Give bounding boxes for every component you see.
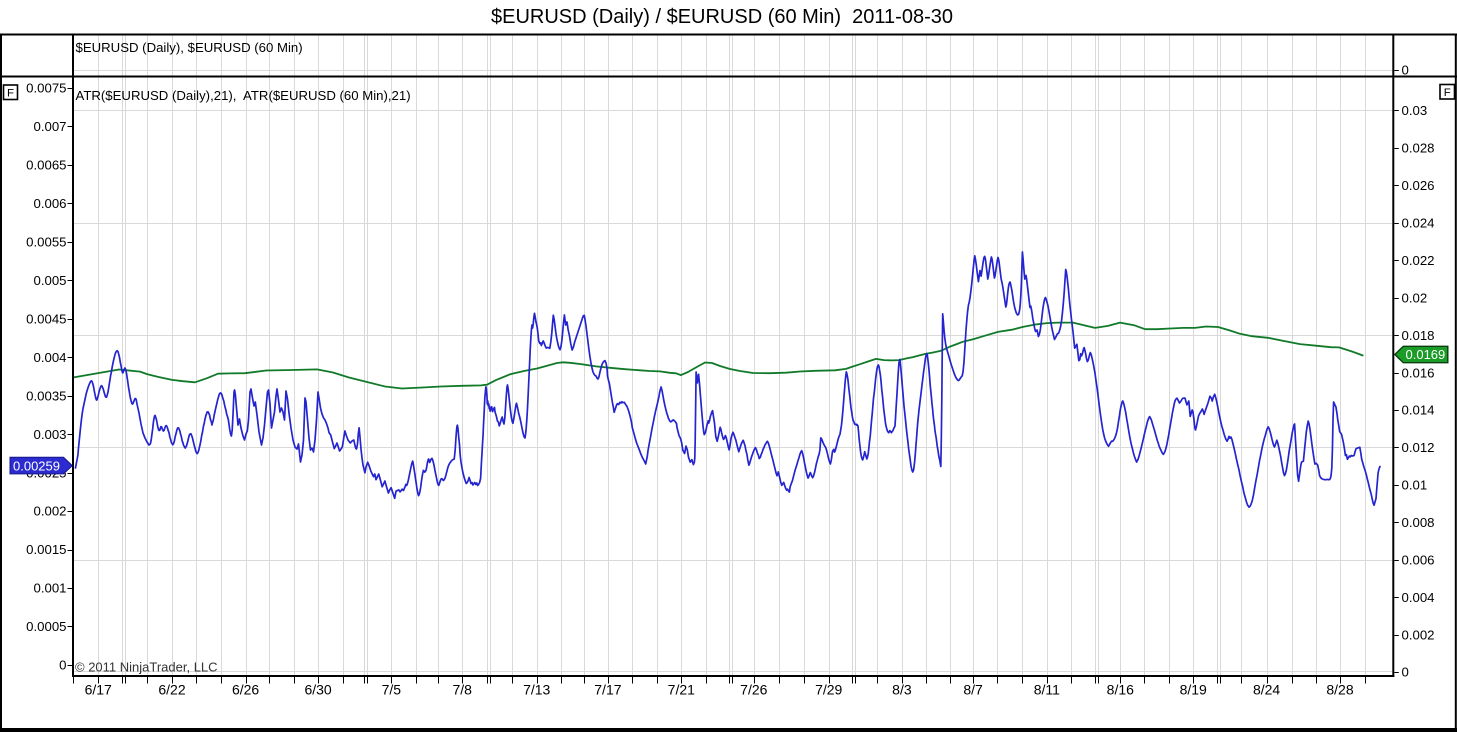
svg-text:0.004: 0.004: [33, 350, 66, 365]
svg-text:0.004: 0.004: [1402, 590, 1435, 605]
svg-text:0.01: 0.01: [1402, 478, 1428, 493]
svg-text:8/24: 8/24: [1253, 682, 1280, 698]
svg-text:0.0005: 0.0005: [26, 619, 66, 634]
svg-text:7/26: 7/26: [740, 682, 767, 698]
svg-text:7/17: 7/17: [594, 682, 621, 698]
svg-text:0.005: 0.005: [33, 273, 66, 288]
svg-text:0: 0: [1402, 665, 1409, 680]
svg-text:0.018: 0.018: [1402, 328, 1435, 343]
svg-text:8/3: 8/3: [892, 682, 912, 698]
svg-text:F: F: [7, 88, 14, 100]
svg-text:0: 0: [59, 658, 66, 673]
svg-text:0.0055: 0.0055: [26, 235, 66, 250]
svg-text:0.026: 0.026: [1402, 178, 1435, 193]
svg-text:$EURUSD (Daily) / $EURUSD (60: $EURUSD (Daily) / $EURUSD (60 Min) 2011-…: [491, 6, 953, 28]
svg-text:7/5: 7/5: [382, 682, 402, 698]
svg-text:7/8: 7/8: [452, 682, 472, 698]
svg-text:8/16: 8/16: [1107, 682, 1134, 698]
svg-text:0.003: 0.003: [33, 427, 66, 442]
svg-text:0.0035: 0.0035: [26, 388, 66, 403]
svg-text:8/28: 8/28: [1326, 682, 1353, 698]
svg-text:0.0015: 0.0015: [26, 542, 66, 557]
svg-text:0.00259: 0.00259: [13, 458, 60, 473]
svg-text:0.0169: 0.0169: [1406, 347, 1446, 362]
svg-text:7/13: 7/13: [523, 682, 550, 698]
svg-text:0.002: 0.002: [1402, 627, 1435, 642]
svg-text:0.012: 0.012: [1402, 440, 1435, 455]
svg-text:0.022: 0.022: [1402, 253, 1435, 268]
svg-text:$EURUSD (Daily), $EURUSD (60 M: $EURUSD (Daily), $EURUSD (60 Min): [76, 40, 303, 55]
svg-text:0.007: 0.007: [33, 119, 66, 134]
svg-text:0.014: 0.014: [1402, 403, 1435, 418]
svg-text:0.016: 0.016: [1402, 365, 1435, 380]
svg-text:8/11: 8/11: [1034, 682, 1060, 698]
svg-text:0.03: 0.03: [1402, 103, 1428, 118]
svg-text:8/7: 8/7: [963, 682, 983, 698]
svg-text:0.028: 0.028: [1402, 141, 1435, 156]
svg-text:8/19: 8/19: [1180, 682, 1207, 698]
svg-text:0.02: 0.02: [1402, 290, 1428, 305]
svg-text:6/26: 6/26: [232, 682, 259, 698]
svg-text:0.001: 0.001: [33, 581, 66, 596]
svg-text:6/22: 6/22: [158, 682, 185, 698]
svg-text:7/29: 7/29: [815, 682, 842, 698]
svg-text:0: 0: [1402, 63, 1409, 78]
svg-text:ATR($EURUSD (Daily),21), ATR(: ATR($EURUSD (Daily),21), ATR($EURUSD (60…: [76, 88, 411, 103]
svg-text:0.0065: 0.0065: [26, 158, 66, 173]
svg-text:6/30: 6/30: [304, 682, 331, 698]
svg-text:0.024: 0.024: [1402, 216, 1435, 231]
svg-text:7/21: 7/21: [668, 682, 695, 698]
svg-text:0.002: 0.002: [33, 504, 66, 519]
svg-text:F: F: [1444, 87, 1451, 99]
svg-text:0.006: 0.006: [33, 196, 66, 211]
svg-text:0.006: 0.006: [1402, 552, 1435, 567]
svg-text:0.008: 0.008: [1402, 515, 1435, 530]
svg-text:0.0075: 0.0075: [26, 81, 66, 96]
svg-text:0.0045: 0.0045: [26, 312, 66, 327]
svg-text:© 2011 NinjaTrader, LLC: © 2011 NinjaTrader, LLC: [75, 660, 218, 675]
svg-text:6/17: 6/17: [85, 682, 112, 698]
